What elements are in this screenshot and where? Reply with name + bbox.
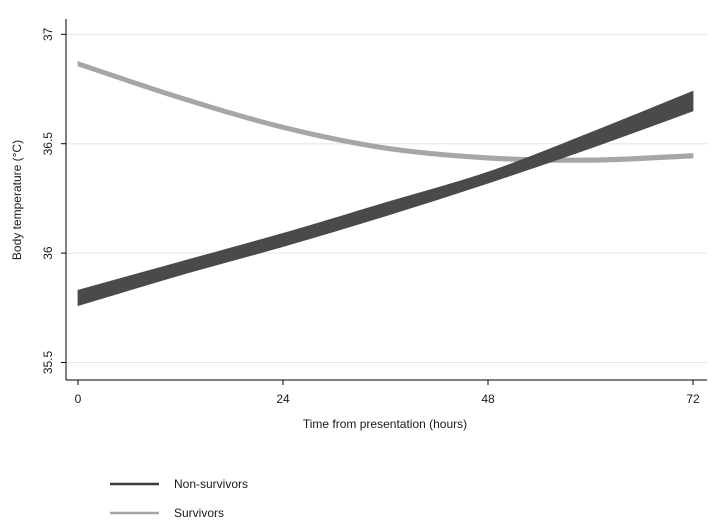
y-tick-label-0: 35.5 [41, 350, 55, 374]
legend-label-non-survivors: Non-survivors [174, 477, 248, 491]
ticks: 35.5 36 36.5 37 0 24 48 72 [41, 27, 700, 406]
y-axis-title: Body temperature (°C) [10, 140, 24, 260]
x-axis-title: Time from presentation (hours) [303, 417, 467, 431]
x-tick-label-3: 72 [686, 392, 700, 406]
bands [77, 61, 694, 307]
y-tick-label-1: 36 [41, 246, 55, 260]
x-tick-label-2: 48 [481, 392, 495, 406]
x-tick-label-0: 0 [75, 392, 82, 406]
grid [66, 33, 707, 363]
legend-label-survivors: Survivors [174, 506, 224, 520]
band-non-survivors [77, 90, 694, 307]
band-survivors [77, 61, 694, 163]
legend: Non-survivors Survivors [110, 477, 248, 520]
axes [65, 19, 707, 381]
x-tick-label-1: 24 [276, 392, 290, 406]
y-tick-label-2: 36.5 [41, 132, 55, 156]
y-tick-label-3: 37 [41, 27, 55, 41]
